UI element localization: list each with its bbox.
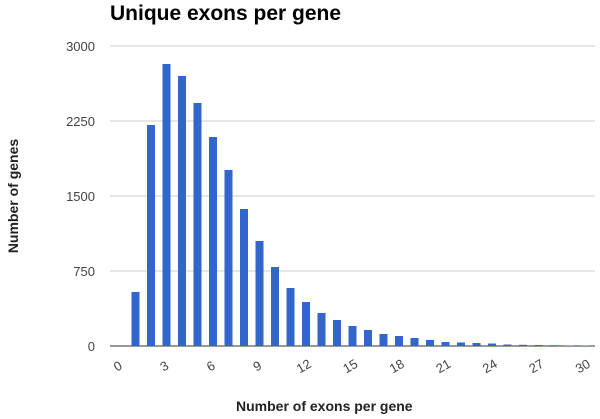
x-tick-label: 9 [250, 358, 264, 375]
x-tick-label: 30 [573, 356, 593, 376]
bar [441, 342, 450, 346]
y-tick-label: 2250 [66, 114, 95, 129]
bar [271, 267, 279, 346]
bar [534, 345, 543, 346]
bar [581, 345, 589, 346]
bar [395, 336, 403, 346]
y-tick-labels: 0 750 1500 2250 3000 [66, 39, 95, 354]
y-tick-label: 750 [73, 264, 95, 279]
chart-title: Unique exons per gene [110, 2, 342, 25]
bar [333, 320, 341, 346]
bar [178, 76, 186, 346]
bar [193, 103, 202, 346]
bar [209, 137, 217, 346]
y-tick-label: 3000 [66, 39, 95, 54]
bar [224, 170, 233, 346]
bar [488, 343, 496, 346]
x-tick-label: 24 [480, 356, 500, 376]
bar [131, 292, 140, 346]
bar [457, 342, 465, 346]
bar [302, 302, 310, 346]
bar [472, 343, 481, 346]
x-axis-title: Number of exons per gene [236, 398, 413, 414]
x-tick-label: 12 [294, 356, 314, 376]
bar [503, 344, 512, 346]
bar [364, 330, 372, 346]
x-tick-labels: 0 3 6 9 12 15 18 21 24 27 30 [111, 356, 593, 376]
bar [410, 338, 419, 346]
bar [286, 288, 295, 346]
bar [519, 344, 527, 346]
x-tick-label: 0 [111, 358, 125, 375]
bar [565, 345, 574, 346]
x-tick-label: 15 [340, 356, 360, 376]
x-tick-label: 6 [204, 358, 218, 375]
bar [147, 125, 155, 346]
x-tick-label: 3 [157, 358, 171, 375]
x-tick-label: 18 [387, 356, 407, 376]
bar [550, 345, 558, 346]
x-tick-label: 27 [526, 356, 546, 376]
bar [379, 334, 388, 346]
bar [162, 64, 171, 346]
y-tick-label: 0 [88, 339, 95, 354]
x-tick-label: 21 [433, 356, 453, 376]
bar [240, 209, 248, 346]
y-tick-label: 1500 [66, 189, 95, 204]
bar [317, 313, 326, 346]
bars [131, 64, 589, 346]
bar [255, 241, 264, 346]
bar [426, 340, 434, 346]
bar [348, 326, 357, 346]
